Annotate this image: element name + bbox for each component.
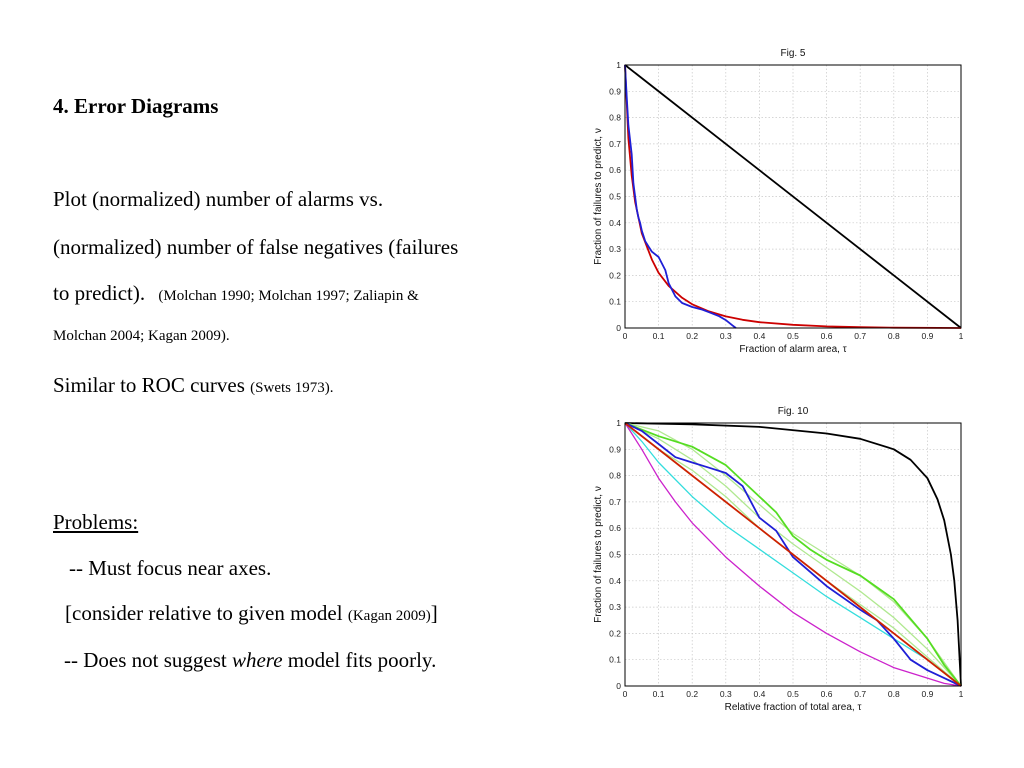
x-axis-label: Relative fraction of total area, τ (725, 702, 862, 713)
series-line (624, 64, 962, 329)
x-tick-label: 0.1 (653, 689, 665, 699)
problem-item-1: -- Must focus near axes. (69, 556, 272, 580)
x-tick-label: 0.3 (720, 331, 732, 341)
figure-5: 0 0.1 0.2 0.3 0.4 0.5 0.6 0.7 0.8 0.9 1 0 0.1 0.2 0.3 0… (588, 40, 978, 360)
chart-title: Fig. 10 (778, 406, 809, 417)
problem-item-2-citation: (Kagan 2009) (347, 608, 431, 624)
similar-line: Similar to ROC curves (Swets 1973). (53, 373, 333, 398)
x-tick-label: 0.6 (821, 689, 833, 699)
y-tick-label: 0.6 (609, 523, 621, 533)
x-axis-label: Fraction of alarm area, τ (739, 344, 846, 355)
paragraph-line-3-citation: (Molchan 1990; Molchan 1997; Zaliapin & (158, 288, 419, 304)
paragraph-line-3-text: to predict). (53, 281, 146, 305)
series-line (624, 422, 962, 687)
y-tick-label: 0.9 (609, 444, 621, 454)
y-tick-label: 0.1 (609, 655, 621, 665)
y-tick-label: 0.8 (609, 113, 621, 123)
y-tick-label: 0.5 (609, 192, 621, 202)
series-line (624, 422, 962, 687)
x-tick-label: 0.9 (921, 689, 933, 699)
slide-heading: 4. Error Diagrams (53, 94, 219, 118)
y-axis-label: Fraction of failures to predict, ν (593, 486, 604, 623)
problem-item-3-suffix: model fits poorly. (282, 648, 437, 672)
x-tick-label: 0.9 (921, 331, 933, 341)
problems-title: Problems: (53, 510, 139, 534)
figure-10: 0 0.1 0.2 0.3 0.4 0.5 0.6 0.7 0.8 0.9 1 0 0.1 0.2 0.3 0… (588, 398, 978, 718)
x-tick-label: 0.4 (753, 689, 765, 699)
figure-5-chart: 0 0.1 0.2 0.3 0.4 0.5 0.6 0.7 0.8 0.9 1 0 0.1 0.2 0.3 0… (593, 48, 964, 355)
y-tick-label: 0.6 (609, 165, 621, 175)
problem-item-2: [consider relative to given model (Kagan… (65, 601, 438, 626)
x-tick-label: 0.2 (686, 689, 698, 699)
y-tick-label: 0.3 (609, 244, 621, 254)
y-tick-label: 0.5 (609, 550, 621, 560)
paragraph-line-4-citation: Molchan 2004; Kagan 2009). (53, 328, 230, 344)
y-tick-label: 0.8 (609, 471, 621, 481)
x-tick-label: 0.5 (787, 331, 799, 341)
y-tick-label: 1 (616, 60, 621, 70)
figure-10-chart: 0 0.1 0.2 0.3 0.4 0.5 0.6 0.7 0.8 0.9 1 0 0.1 0.2 0.3 0… (593, 406, 964, 713)
x-tick-label: 1 (959, 331, 964, 341)
y-tick-label: 0.4 (609, 218, 621, 228)
x-tick-label: 0.2 (686, 331, 698, 341)
paragraph-line-2: (normalized) number of false negatives (… (53, 235, 459, 259)
similar-text: Similar to ROC curves (53, 373, 251, 397)
x-tick-label: 0.6 (821, 331, 833, 341)
y-tick-label: 0 (616, 323, 621, 333)
x-tick-label: 0 (623, 689, 628, 699)
problem-item-3-text: -- Does not suggest (64, 648, 232, 672)
problem-item-3: -- Does not suggest where model fits poo… (64, 648, 436, 673)
paragraph-line-1: Plot (normalized) number of alarms vs. (53, 187, 384, 211)
series-line (624, 422, 962, 687)
problem-item-3-emphasis: where (231, 648, 283, 672)
x-tick-label: 0.3 (720, 689, 732, 699)
y-tick-label: 0.1 (609, 297, 621, 307)
y-tick-label: 0.2 (609, 270, 621, 280)
similar-citation: (Swets 1973). (250, 380, 334, 396)
series-line (624, 422, 962, 687)
y-tick-label: 0.7 (609, 497, 621, 507)
plot-frame (624, 64, 962, 329)
y-tick-label: 1 (616, 418, 621, 428)
y-tick-label: 0.2 (609, 628, 621, 638)
x-tick-label: 0.8 (888, 331, 900, 341)
problem-item-2-text: [consider relative to given model (65, 601, 348, 625)
y-tick-label: 0.4 (609, 576, 621, 586)
problem-item-2-bracket: ] (430, 601, 438, 625)
x-tick-label: 0.7 (854, 689, 866, 699)
series-line (624, 422, 962, 687)
plot-frame (624, 422, 962, 687)
y-tick-label: 0 (616, 681, 621, 691)
y-tick-label: 0.7 (609, 139, 621, 149)
x-tick-label: 0.7 (854, 331, 866, 341)
x-tick-label: 0 (623, 331, 628, 341)
x-tick-label: 1 (959, 689, 964, 699)
series-line (624, 422, 962, 687)
x-tick-label: 0.1 (653, 331, 665, 341)
series-line (624, 64, 737, 329)
x-tick-label: 0.8 (888, 689, 900, 699)
y-tick-label: 0.3 (609, 602, 621, 612)
x-tick-label: 0.5 (787, 689, 799, 699)
chart-title: Fig. 5 (780, 48, 805, 59)
x-tick-label: 0.4 (753, 331, 765, 341)
y-axis-label: Fraction of failures to predict, ν (593, 128, 604, 265)
paragraph-line-3: to predict). (Molchan 1990; Molchan 1997… (53, 281, 419, 306)
y-tick-label: 0.9 (609, 86, 621, 96)
